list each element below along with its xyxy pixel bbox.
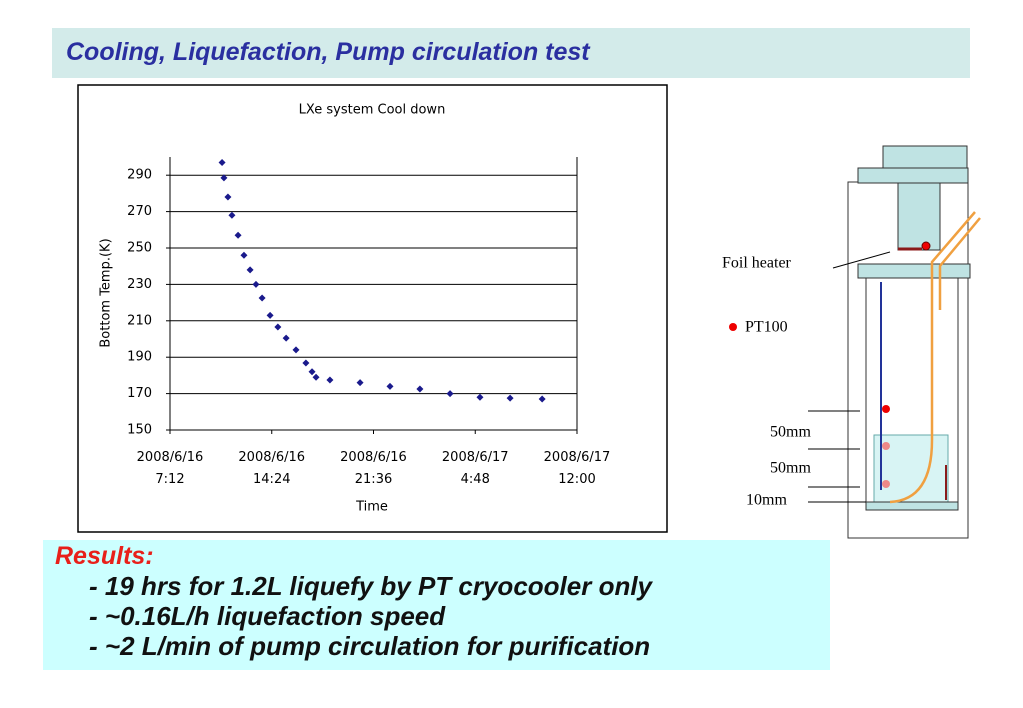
data-point [292,346,300,354]
results-heading: Results: [55,542,154,570]
data-point [220,174,228,182]
pt100-sensor [882,442,890,450]
label: Foil heater [722,255,792,272]
y-axis-label: Bottom Temp.(K) [99,238,114,347]
data-point [228,211,236,219]
top-flange [857,167,969,184]
x-tick-label: 2008/6/17 12:00 [544,450,611,487]
x-axis-label: Time [355,500,388,515]
y-tick-label: 250 [127,241,152,256]
chart-frame [77,84,668,533]
pt100-sensor [882,480,890,488]
data-point [266,311,274,319]
data-point [416,385,424,393]
data-point [538,395,546,403]
label: 50mm [770,460,811,477]
data-point [258,294,266,302]
pipe [938,217,981,310]
mid-flange [857,263,971,279]
y-tick-label: 270 [127,204,152,219]
chart-title: LXe system Cool down [299,103,446,118]
data-point [252,280,260,288]
data-point [224,193,232,201]
cold-head [897,182,941,251]
y-tick-label: 290 [127,168,152,183]
data-point [326,376,334,384]
x-tick-label: 2008/6/16 7:12 [137,450,204,487]
pt100-sensor [921,241,931,251]
top-block [882,145,968,169]
y-tick-label: 230 [127,277,152,292]
legend-dot [729,323,737,331]
data-point [218,158,226,166]
data-point [476,393,484,401]
data-point [446,390,454,398]
data-point [234,231,242,239]
data-point [240,251,248,259]
chart: LXe system Cool down Time Bottom Temp.(K… [77,84,981,539]
data-point [308,368,316,376]
result-line: - 19 hrs for 1.2L liquefy by PT cryocool… [89,571,653,601]
pipe [889,211,976,504]
y-tick-label: 150 [127,423,152,438]
data-point [506,394,514,402]
data-point [274,323,282,331]
title-bar: Cooling, Liquefaction, Pump circulation … [52,28,970,78]
label: 50mm [770,424,811,441]
bottom-plate [865,501,959,511]
pt100-sensor [882,405,890,413]
y-tick-label: 210 [127,313,152,328]
x-tick-label: 2008/6/16 14:24 [238,450,305,487]
label: PT100 [745,319,788,336]
y-tick-label: 190 [127,350,152,365]
results-box: Results: - 19 hrs for 1.2L liquefy by PT… [43,540,830,670]
slide-title: Cooling, Liquefaction, Pump circulation … [66,38,590,66]
data-point [356,379,364,387]
label: 10mm [746,492,787,509]
result-line: - ~2 L/min of pump circulation for purif… [89,631,651,661]
data-point [302,359,310,367]
y-tick-label: 170 [127,386,152,401]
apparatus-diagram: Foil heater PT100 50mm 50mm 10mm [722,145,981,539]
data-point [312,373,320,381]
x-tick-label: 2008/6/17 4:48 [442,450,509,487]
data-point [246,266,254,274]
pointer [832,251,891,269]
data-point [282,334,290,342]
x-tick-label: 2008/6/16 21:36 [340,450,407,487]
result-line: - ~0.16L/h liquefaction speed [89,601,446,631]
data-point [386,382,394,390]
